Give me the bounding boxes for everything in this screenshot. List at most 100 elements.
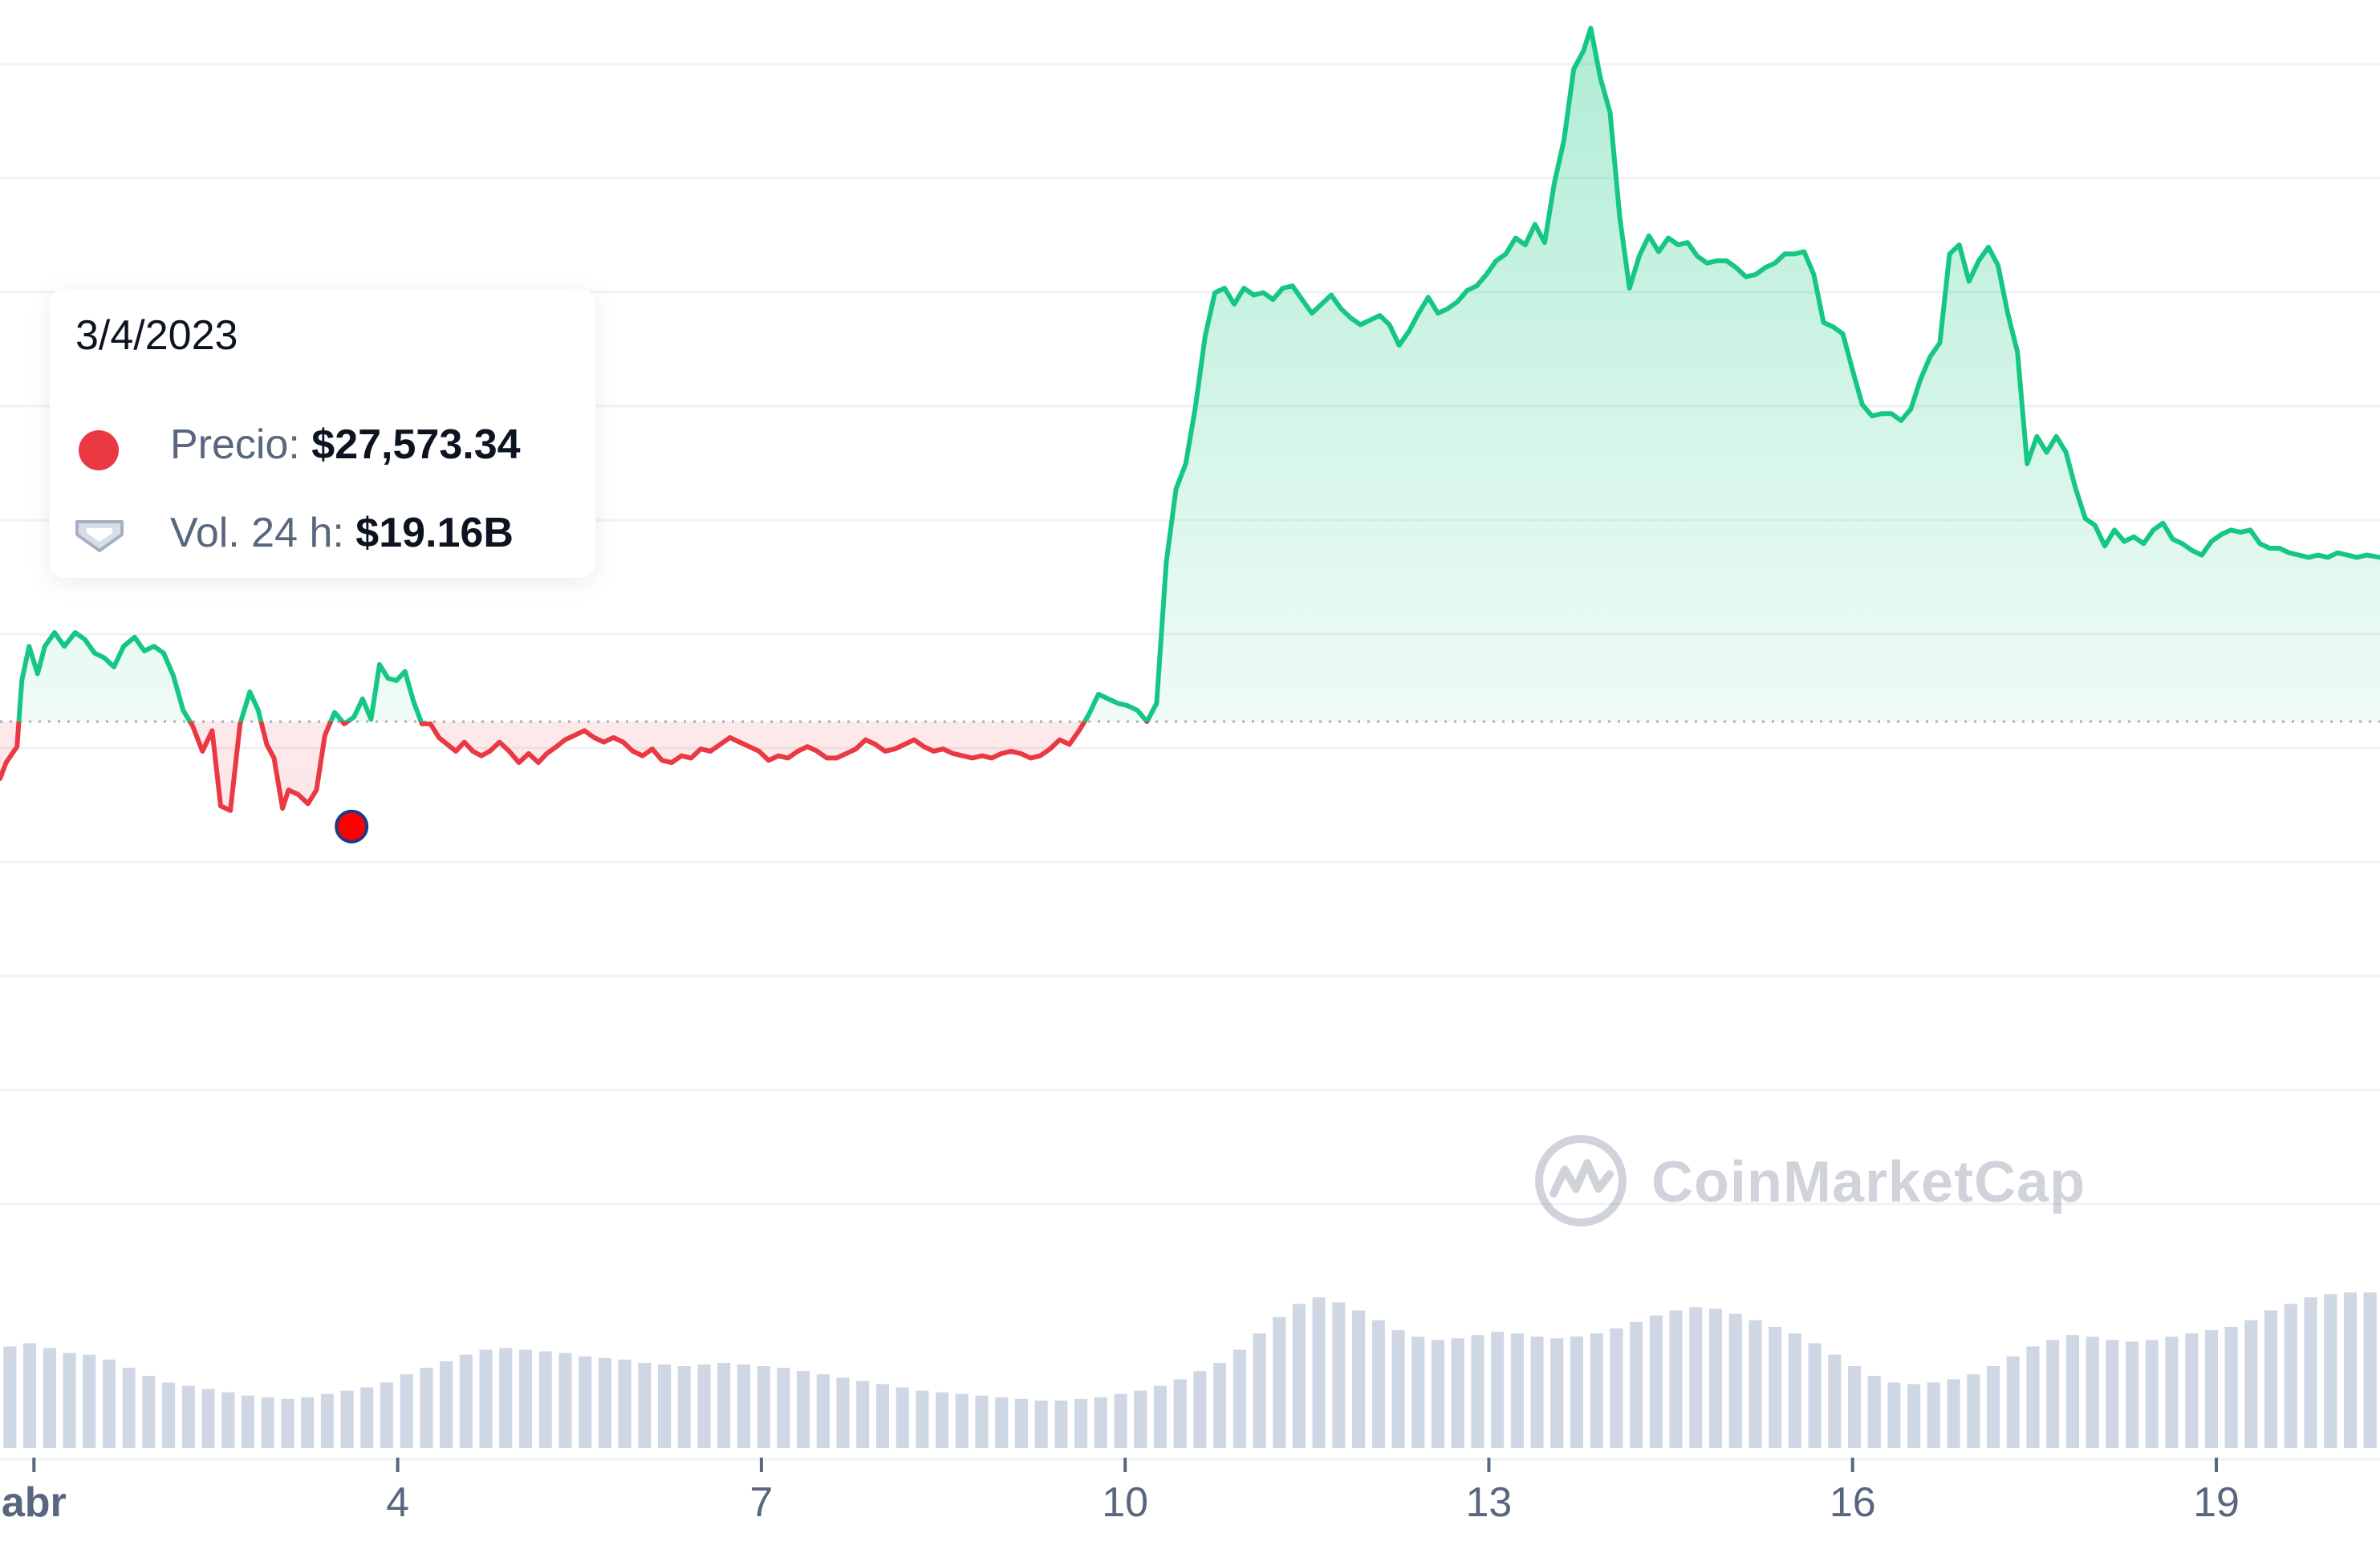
volume-bar (340, 1390, 354, 1448)
volume-bar (2304, 1297, 2317, 1448)
volume-bar (797, 1371, 810, 1448)
volume-bar (1312, 1297, 1326, 1448)
volume-bar (2324, 1294, 2337, 1448)
volume-bar (1014, 1398, 1028, 1448)
volume-bar (2165, 1336, 2179, 1448)
volume-bar (1669, 1310, 1683, 1448)
volume-bar (2363, 1292, 2377, 1448)
volume-bar (816, 1374, 830, 1448)
volume-bar (1987, 1366, 2000, 1448)
volume-bar (1550, 1338, 1564, 1448)
volume-bar (162, 1382, 176, 1448)
volume-bar (1134, 1390, 1147, 1448)
volume-bar (2006, 1356, 2020, 1448)
volume-bar (2026, 1346, 2040, 1448)
volume-bar (2046, 1340, 2060, 1448)
volume-bar (2264, 1310, 2278, 1448)
volume-bar (836, 1377, 850, 1448)
volume-bar (2065, 1335, 2079, 1448)
volume-bar (1273, 1316, 1286, 1448)
x-axis-tick-label: 16 (1829, 1479, 1876, 1526)
volume-bar (538, 1351, 552, 1448)
volume-bar (1728, 1313, 1742, 1448)
highlight-layer (335, 809, 369, 844)
volume-bar (400, 1374, 413, 1448)
tooltip-price-label: Precio: (170, 421, 300, 468)
volume-bar (1630, 1321, 1643, 1448)
volume-bar (1769, 1327, 1782, 1448)
volume-bar (1848, 1366, 1862, 1448)
volume-bars (3, 1292, 2377, 1448)
tooltip-volume-label: Vol. 24 h: (170, 510, 344, 556)
volume-bar (1590, 1333, 1603, 1448)
volume-icon (74, 517, 125, 557)
volume-bar (261, 1397, 274, 1448)
volume-bar (1947, 1379, 1960, 1448)
x-axis-tick-label: 4 (386, 1479, 410, 1526)
volume-bar (1451, 1338, 1464, 1448)
volume-bar (757, 1366, 770, 1448)
volume-bar (241, 1395, 254, 1448)
volume-bar (301, 1397, 315, 1448)
volume-bar (1689, 1307, 1703, 1448)
volume-bar (1074, 1398, 1088, 1448)
volume-bar (1253, 1333, 1266, 1448)
volume-bar (2224, 1327, 2238, 1448)
volume-bar (23, 1343, 37, 1448)
volume-bar (1709, 1308, 1723, 1448)
highlight-point-marker[interactable] (335, 809, 369, 844)
volume-bar (3, 1346, 17, 1448)
volume-bar (83, 1354, 96, 1448)
x-axis-tick-label: abr (1, 1479, 67, 1526)
volume-bar (2145, 1340, 2159, 1448)
volume-bar (479, 1349, 493, 1448)
volume-bar (1332, 1302, 1346, 1448)
volume-bar (1213, 1362, 1227, 1448)
volume-bar (1748, 1320, 1762, 1448)
volume-bar (1034, 1400, 1048, 1448)
volume-bar (1828, 1354, 1842, 1448)
volume-bar (936, 1392, 949, 1448)
volume-bar (1193, 1371, 1207, 1448)
volume-bar (1530, 1336, 1544, 1448)
volume-bar (975, 1395, 989, 1448)
volume-bar (2343, 1292, 2357, 1448)
volume-bar (1292, 1304, 1306, 1448)
volume-bar (1610, 1328, 1623, 1448)
volume-bar (122, 1368, 136, 1448)
volume-bar (875, 1384, 889, 1448)
price-line-up (16, 26, 2380, 722)
volume-bar (459, 1354, 473, 1448)
volume-bar (856, 1381, 870, 1448)
volume-bar (142, 1376, 156, 1448)
volume-bar (2204, 1330, 2218, 1448)
volume-bar (2284, 1304, 2297, 1448)
volume-bar (1411, 1336, 1425, 1448)
volume-bar (618, 1359, 632, 1448)
coinmarketcap-watermark: CoinMarketCap (1531, 1130, 2086, 1234)
volume-bar (1471, 1335, 1484, 1448)
volume-bar (1570, 1336, 1583, 1448)
price-dot-icon (79, 430, 119, 470)
volume-bar (677, 1366, 691, 1448)
volume-bar (2086, 1336, 2099, 1448)
volume-bar (579, 1356, 592, 1448)
volume-bar (181, 1385, 195, 1448)
volume-bar (499, 1348, 513, 1448)
volume-bar (737, 1365, 750, 1448)
x-axis-tick-label: 7 (749, 1479, 774, 1526)
x-axis-tick-label: 13 (1465, 1479, 1513, 1526)
volume-bar (638, 1362, 652, 1448)
volume-bar (658, 1365, 672, 1448)
volume-bar (916, 1390, 929, 1448)
volume-bar (896, 1387, 909, 1448)
volume-bar (697, 1365, 711, 1448)
volume-bar (201, 1389, 215, 1448)
volume-bar (1352, 1310, 1366, 1448)
volume-bar (102, 1359, 116, 1448)
tooltip-price-label-wrap: Precio: $27,573.34 (170, 421, 521, 469)
price-area-up (18, 28, 2380, 722)
volume-bar (2106, 1340, 2119, 1448)
x-axis-tick-label: 19 (2193, 1479, 2240, 1526)
